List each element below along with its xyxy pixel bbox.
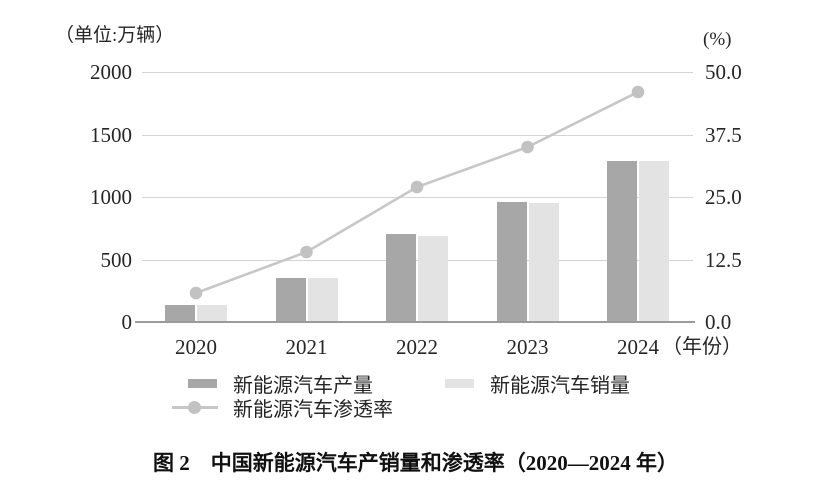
sales-bar-2022 [418,235,448,322]
x-axis-line [135,321,695,323]
penetration-point-2020 [189,286,203,300]
x-tick-label: 2020 [175,335,217,359]
legend-label-production: 新能源汽车产量 [233,374,373,397]
legend-item-production: 新能源汽车产量 [188,371,373,397]
x-tick-label: 2022 [396,335,438,359]
y-tick-label-right: 12.5 [705,247,742,272]
production-bar-2024 [607,160,637,322]
production-swatch [188,378,217,388]
plot-area [135,72,695,323]
penetration-line-layer [189,85,645,300]
production-bar-2023 [496,202,527,322]
penetration-swatch [172,400,218,414]
y-tick-label-left: 0 [121,310,133,334]
grid-line [142,197,693,198]
y-tick-label-right: 0.0 [705,310,732,334]
production-bar-2021 [275,277,306,322]
legend-item-penetration: 新能源汽车渗透率 [172,395,393,421]
production-bar-2020 [165,304,195,322]
y-tick-label-left: 2000 [90,60,132,84]
legend-item-sales: 新能源汽车销量 [445,371,630,397]
sales-bar-2024 [639,161,669,322]
legend-label-sales: 新能源汽车销量 [490,374,630,397]
x-tick-label: 2023 [506,335,549,359]
penetration-point-2024 [631,85,645,99]
sales-bar-2023 [528,203,559,322]
left-axis-unit-label: （单位:万辆） [55,25,175,46]
y-tick-label-right: 37.5 [705,122,742,147]
figure-caption: 图 2 中国新能源汽车产销量和渗透率（2020—2024 年） [153,451,678,475]
y-tick-label-right: 50.0 [705,60,742,84]
bar-layer [142,72,693,322]
legend-label-penetration: 新能源汽车渗透率 [233,398,393,421]
y-tick-label-left: 1500 [90,122,132,147]
sales-bar-2021 [307,278,338,322]
penetration-point-2023 [521,140,534,154]
y-tick-label-left: 500 [100,247,133,272]
x-axis-suffix-label: （年份） [662,336,742,358]
penetration-point-2022 [410,180,424,194]
penetration-point-2021 [300,245,313,259]
sales-swatch [445,378,474,388]
grid-line [142,134,693,136]
y-tick-label-right: 25.0 [705,185,742,209]
penetration-marker-icon [188,400,201,414]
grid-line [142,72,693,73]
grid-line [142,259,693,261]
sales-bar-2020 [197,304,227,322]
production-bar-2022 [386,233,416,322]
x-tick-label: 2021 [285,335,328,359]
y-tick-label-left: 1000 [90,185,132,209]
x-tick-label: 2024 [617,335,659,359]
grid-layer [142,72,693,322]
right-axis-unit-label: (%) [703,29,732,50]
